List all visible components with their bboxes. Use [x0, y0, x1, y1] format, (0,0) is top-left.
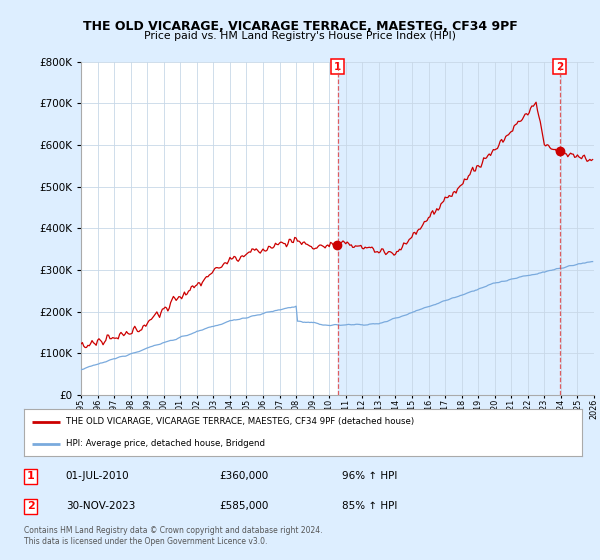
Text: 96% ↑ HPI: 96% ↑ HPI	[342, 471, 397, 481]
Text: 1: 1	[27, 471, 35, 481]
Text: £585,000: £585,000	[220, 501, 269, 511]
Text: THE OLD VICARAGE, VICARAGE TERRACE, MAESTEG, CF34 9PF: THE OLD VICARAGE, VICARAGE TERRACE, MAES…	[83, 20, 517, 32]
Text: Contains HM Land Registry data © Crown copyright and database right 2024.
This d: Contains HM Land Registry data © Crown c…	[24, 526, 323, 546]
Text: THE OLD VICARAGE, VICARAGE TERRACE, MAESTEG, CF34 9PF (detached house): THE OLD VICARAGE, VICARAGE TERRACE, MAES…	[66, 417, 414, 426]
Text: 2: 2	[556, 62, 563, 72]
Text: 01-JUL-2010: 01-JUL-2010	[66, 471, 130, 481]
Text: 30-NOV-2023: 30-NOV-2023	[66, 501, 135, 511]
Text: 1: 1	[334, 62, 341, 72]
Text: 2: 2	[27, 501, 35, 511]
Text: Price paid vs. HM Land Registry's House Price Index (HPI): Price paid vs. HM Land Registry's House …	[144, 31, 456, 41]
Text: £360,000: £360,000	[220, 471, 269, 481]
Text: HPI: Average price, detached house, Bridgend: HPI: Average price, detached house, Brid…	[66, 439, 265, 448]
Bar	[337, 62, 594, 395]
Text: 85% ↑ HPI: 85% ↑ HPI	[342, 501, 397, 511]
